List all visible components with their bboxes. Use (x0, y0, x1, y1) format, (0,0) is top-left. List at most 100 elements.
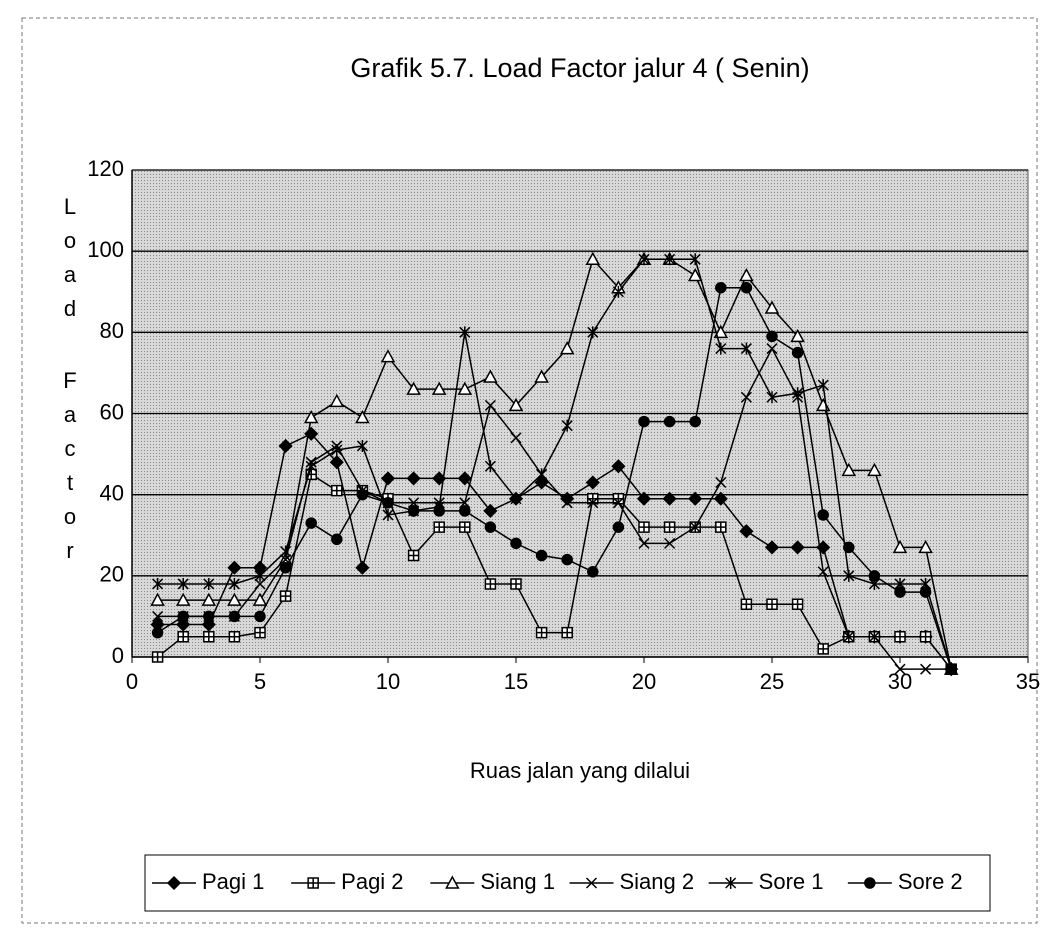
point (638, 415, 650, 428)
point (894, 586, 906, 598)
point (380, 349, 396, 363)
point (252, 592, 268, 606)
point (919, 586, 932, 598)
point (766, 343, 778, 355)
point (739, 267, 754, 282)
point (740, 281, 753, 294)
point (355, 560, 370, 575)
point (356, 488, 369, 501)
point (201, 617, 216, 632)
point (152, 577, 164, 590)
point (355, 409, 370, 424)
series-line (157, 473, 952, 670)
point (663, 521, 676, 533)
point (305, 517, 317, 529)
point (664, 537, 676, 549)
point (766, 330, 778, 343)
point (254, 610, 266, 623)
point (817, 509, 829, 521)
y-tick-label: 120 (87, 156, 124, 181)
point (177, 577, 189, 590)
point (841, 462, 857, 477)
point (764, 540, 780, 555)
point (484, 521, 497, 533)
point (688, 491, 703, 506)
point (433, 505, 445, 517)
point (867, 462, 882, 477)
legend-marker (445, 875, 460, 889)
point (817, 643, 829, 655)
y-tick-label: 0 (112, 643, 124, 668)
series-line (157, 258, 952, 670)
point (664, 253, 676, 266)
point (457, 471, 472, 486)
point (587, 566, 599, 578)
x-tick-label: 5 (254, 669, 266, 694)
point (740, 598, 753, 610)
point (407, 549, 420, 562)
x-tick-label: 35 (1016, 669, 1040, 694)
legend-label: Siang 2 (620, 869, 695, 894)
point (535, 549, 548, 562)
point (559, 341, 575, 355)
y-tick-label: 100 (87, 237, 124, 262)
point (766, 391, 778, 404)
point (843, 631, 855, 643)
point (175, 592, 191, 606)
point (587, 326, 599, 339)
point (561, 419, 573, 432)
point (585, 475, 600, 490)
point (587, 497, 599, 509)
point (510, 537, 522, 550)
point (459, 505, 471, 517)
point (508, 397, 524, 412)
point (715, 281, 727, 294)
point (459, 497, 471, 509)
point (331, 533, 343, 546)
point (433, 521, 445, 533)
point (254, 578, 266, 590)
legend-label: Pagi 1 (202, 869, 264, 894)
legend-marker (585, 877, 598, 889)
point (638, 253, 650, 266)
point (279, 590, 292, 602)
legend-label: Sore 2 (898, 869, 963, 894)
point (612, 285, 624, 298)
point (408, 497, 420, 509)
point (843, 569, 855, 582)
point (920, 663, 932, 675)
point (356, 439, 368, 452)
point (766, 598, 778, 610)
point (228, 630, 241, 643)
point (740, 391, 752, 403)
point (612, 497, 624, 509)
point (305, 460, 317, 473)
point (713, 491, 728, 506)
y-tick-label: 80 (100, 318, 124, 343)
point (817, 379, 829, 392)
point (459, 326, 471, 339)
point (484, 460, 496, 473)
point (739, 524, 754, 539)
point (689, 521, 701, 533)
point (638, 537, 650, 549)
series-line (157, 346, 952, 670)
point (510, 578, 522, 590)
point (152, 610, 164, 622)
y-tick-label: 60 (100, 399, 124, 424)
point (329, 393, 345, 408)
point (280, 545, 292, 558)
point (817, 566, 829, 578)
point (715, 521, 727, 533)
point (868, 570, 881, 582)
point (687, 267, 703, 282)
point (715, 476, 727, 489)
point (536, 468, 548, 481)
point (790, 328, 805, 343)
point (228, 610, 241, 623)
point (176, 617, 191, 632)
point (585, 251, 601, 266)
point (201, 592, 217, 606)
point (919, 630, 932, 643)
